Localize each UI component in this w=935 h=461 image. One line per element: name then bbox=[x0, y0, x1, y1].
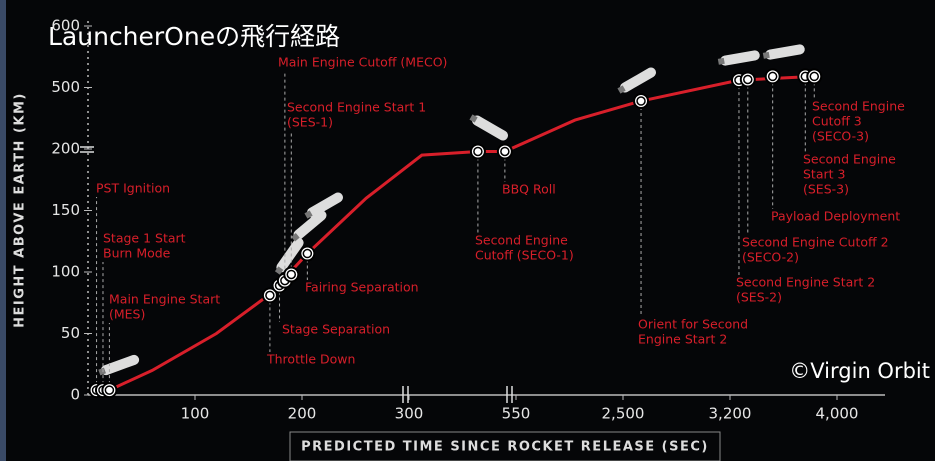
event-label: Stage Separation bbox=[282, 322, 390, 337]
event-label: Start 3 bbox=[803, 167, 845, 182]
event-marker-ring bbox=[286, 269, 297, 280]
event-marker-ring bbox=[302, 248, 313, 259]
event-label: Fairing Separation bbox=[305, 280, 419, 295]
credit: ©Virgin Orbit bbox=[789, 359, 930, 383]
plot: 100 200 300 550 2,500 3,200 4,000 0 50 100 150 200 5… bbox=[51, 17, 905, 423]
event-label: Orient for Second bbox=[638, 317, 748, 332]
x-label-box bbox=[289, 431, 721, 461]
event-marker-ring bbox=[104, 385, 115, 395]
event-marker-ring bbox=[743, 74, 753, 85]
y-tick-label: 600 bbox=[51, 17, 80, 35]
trajectory bbox=[96, 74, 821, 392]
y-tick-label: 200 bbox=[51, 140, 80, 158]
rocket-icon bbox=[762, 44, 805, 60]
event-marker bbox=[261, 287, 278, 304]
rocket-icon bbox=[617, 67, 656, 94]
x-tick-label: 100 bbox=[181, 405, 210, 423]
event-label: Second Engine Cutoff 2 bbox=[742, 235, 889, 250]
event-label: Stage 1 Start bbox=[103, 231, 186, 246]
title: LauncherOneの飛行経路 bbox=[48, 22, 340, 51]
axis-breaks bbox=[80, 146, 513, 403]
y-tick-label: 500 bbox=[51, 78, 80, 96]
event-marker-ring bbox=[809, 71, 820, 82]
event-marker bbox=[469, 143, 486, 160]
y-tick-label: 50 bbox=[61, 324, 80, 342]
event-label: (SES-3) bbox=[803, 182, 849, 197]
event-label: Throttle Down bbox=[266, 352, 355, 367]
event-label: Second Engine bbox=[475, 233, 568, 248]
event-marker-ring bbox=[473, 146, 483, 157]
rocket-icon bbox=[274, 237, 304, 275]
x-tick-label: 2,500 bbox=[602, 405, 645, 423]
event-label: Payload Deployment bbox=[771, 209, 900, 224]
event-label: PST Ignition bbox=[96, 181, 170, 196]
y-axis-label: HEIGHT ABOVE EARTH (KM) bbox=[13, 92, 28, 328]
event-label: (SES-2) bbox=[736, 290, 782, 305]
y-tick-label: 0 bbox=[70, 386, 80, 404]
event-label: Second Engine Start 1 bbox=[287, 100, 426, 115]
event-marker bbox=[496, 143, 513, 160]
event-marker bbox=[101, 382, 118, 399]
event-marker-ring bbox=[500, 146, 510, 157]
x-tick-label: 300 bbox=[395, 405, 424, 423]
edge-strip bbox=[0, 0, 6, 461]
event-label: (SECO-3) bbox=[812, 129, 869, 144]
event-label: Second Engine bbox=[812, 99, 905, 114]
event-label: Second Engine bbox=[803, 152, 896, 167]
x-axis-label: PREDICTED TIME SINCE ROCKET RELEASE (SEC… bbox=[301, 440, 709, 455]
event-label: Engine Start 2 bbox=[638, 332, 727, 347]
y-tick-label: 100 bbox=[51, 263, 80, 281]
event-marker bbox=[299, 245, 316, 262]
event-marker bbox=[739, 71, 756, 88]
event-label: Second Engine Start 2 bbox=[736, 275, 875, 290]
event-label: Cutoff (SECO-1) bbox=[475, 248, 574, 263]
x-tick-label: 3,200 bbox=[709, 405, 752, 423]
event-label: (SECO-2) bbox=[742, 250, 799, 265]
event-label: Burn Mode bbox=[103, 246, 171, 261]
y-tick-label: 150 bbox=[51, 201, 80, 219]
x-tick-label: 200 bbox=[288, 405, 317, 423]
event-marker bbox=[764, 68, 781, 85]
event-label: Main Engine Start bbox=[109, 292, 220, 307]
event-marker bbox=[806, 68, 823, 85]
rocket-icon bbox=[717, 50, 760, 66]
event-label: Main Engine Cutoff (MECO) bbox=[278, 55, 447, 70]
rocket-icon bbox=[304, 192, 343, 219]
event-label: (SES-1) bbox=[287, 115, 333, 130]
event-label: BBQ Roll bbox=[502, 182, 556, 197]
event-marker bbox=[633, 93, 650, 110]
event-marker bbox=[283, 266, 300, 283]
event-label: Cutoff 3 bbox=[812, 114, 862, 129]
event-marker-ring bbox=[636, 96, 646, 106]
rocket-icon bbox=[291, 210, 327, 242]
event-marker-ring bbox=[265, 290, 275, 301]
x-tick-label: 4,000 bbox=[816, 405, 859, 423]
event-label: (MES) bbox=[109, 307, 145, 322]
event-marker-ring bbox=[767, 71, 778, 82]
rocket-icon bbox=[98, 354, 140, 376]
x-tick-label: 550 bbox=[502, 405, 531, 423]
rocket-icon bbox=[469, 114, 508, 141]
